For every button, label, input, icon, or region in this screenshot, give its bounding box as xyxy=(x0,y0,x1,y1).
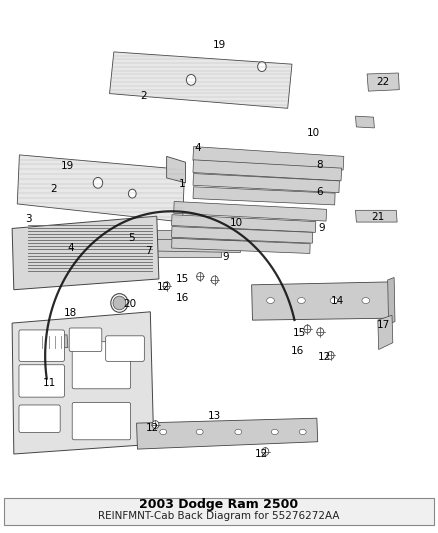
Ellipse shape xyxy=(317,328,324,336)
Polygon shape xyxy=(137,418,318,449)
Text: 22: 22 xyxy=(376,77,389,87)
Text: 14: 14 xyxy=(330,295,344,305)
Ellipse shape xyxy=(235,429,242,434)
Polygon shape xyxy=(166,156,186,183)
Text: 19: 19 xyxy=(61,161,74,171)
Ellipse shape xyxy=(299,429,306,434)
Text: 10: 10 xyxy=(230,217,243,228)
Ellipse shape xyxy=(262,448,269,456)
Ellipse shape xyxy=(267,297,274,303)
Text: 17: 17 xyxy=(376,320,389,330)
FancyBboxPatch shape xyxy=(72,402,131,440)
Ellipse shape xyxy=(362,297,370,303)
Text: 15: 15 xyxy=(293,328,306,338)
FancyBboxPatch shape xyxy=(19,405,60,432)
Ellipse shape xyxy=(128,189,136,198)
Polygon shape xyxy=(54,246,221,257)
Polygon shape xyxy=(193,187,335,205)
Polygon shape xyxy=(172,215,316,232)
FancyBboxPatch shape xyxy=(106,336,144,361)
Polygon shape xyxy=(12,312,154,454)
Polygon shape xyxy=(39,335,68,349)
Text: 2: 2 xyxy=(50,184,57,194)
FancyBboxPatch shape xyxy=(4,498,434,525)
Text: 9: 9 xyxy=(222,252,229,262)
Polygon shape xyxy=(17,155,185,222)
Ellipse shape xyxy=(196,429,203,434)
Text: 5: 5 xyxy=(128,233,134,243)
Text: 4: 4 xyxy=(194,142,201,152)
Polygon shape xyxy=(251,282,392,320)
Text: 16: 16 xyxy=(291,345,304,356)
FancyBboxPatch shape xyxy=(19,330,64,361)
Text: 12: 12 xyxy=(318,352,331,362)
Text: 13: 13 xyxy=(208,411,221,421)
Polygon shape xyxy=(378,315,393,350)
Polygon shape xyxy=(356,211,397,222)
Ellipse shape xyxy=(272,429,278,434)
Text: 8: 8 xyxy=(317,160,323,169)
Ellipse shape xyxy=(327,352,334,359)
Text: REINFMNT-Cab Back Diagram for 55276272AA: REINFMNT-Cab Back Diagram for 55276272AA xyxy=(98,511,340,521)
Polygon shape xyxy=(193,160,342,181)
Text: 12: 12 xyxy=(255,449,268,459)
Polygon shape xyxy=(124,239,240,253)
Ellipse shape xyxy=(113,296,126,310)
Polygon shape xyxy=(172,227,313,243)
Text: 12: 12 xyxy=(146,423,159,433)
FancyBboxPatch shape xyxy=(72,342,131,389)
Text: 10: 10 xyxy=(307,128,320,138)
Text: 19: 19 xyxy=(212,39,226,50)
Text: 20: 20 xyxy=(123,300,136,310)
Text: 2003 Dodge Ram 2500: 2003 Dodge Ram 2500 xyxy=(139,498,299,511)
Ellipse shape xyxy=(297,297,305,303)
Polygon shape xyxy=(174,201,327,221)
Text: 1: 1 xyxy=(179,179,186,189)
Text: 18: 18 xyxy=(64,308,78,318)
Text: 3: 3 xyxy=(25,214,31,224)
Polygon shape xyxy=(193,147,344,170)
Text: 12: 12 xyxy=(156,282,170,292)
Text: 2: 2 xyxy=(141,91,147,101)
Text: 21: 21 xyxy=(371,212,385,222)
Ellipse shape xyxy=(187,75,196,85)
Text: 11: 11 xyxy=(43,378,56,388)
Ellipse shape xyxy=(93,177,102,188)
Ellipse shape xyxy=(160,429,166,434)
Polygon shape xyxy=(356,116,374,128)
Polygon shape xyxy=(388,278,395,324)
Ellipse shape xyxy=(152,421,159,429)
FancyBboxPatch shape xyxy=(69,328,102,352)
Text: 6: 6 xyxy=(317,187,323,197)
Ellipse shape xyxy=(304,325,311,333)
Text: 15: 15 xyxy=(176,274,189,284)
Polygon shape xyxy=(367,73,399,91)
Ellipse shape xyxy=(211,276,218,284)
Ellipse shape xyxy=(111,294,128,312)
Text: 4: 4 xyxy=(67,243,74,253)
Ellipse shape xyxy=(330,297,338,303)
Polygon shape xyxy=(172,238,310,254)
Polygon shape xyxy=(110,52,292,108)
Ellipse shape xyxy=(258,62,266,71)
Polygon shape xyxy=(193,174,339,192)
Polygon shape xyxy=(12,216,159,290)
Ellipse shape xyxy=(197,272,204,280)
Polygon shape xyxy=(54,230,228,244)
Text: 7: 7 xyxy=(145,246,152,255)
Text: 9: 9 xyxy=(319,223,325,233)
Text: 16: 16 xyxy=(176,293,189,303)
Ellipse shape xyxy=(163,282,170,290)
FancyBboxPatch shape xyxy=(19,365,64,397)
